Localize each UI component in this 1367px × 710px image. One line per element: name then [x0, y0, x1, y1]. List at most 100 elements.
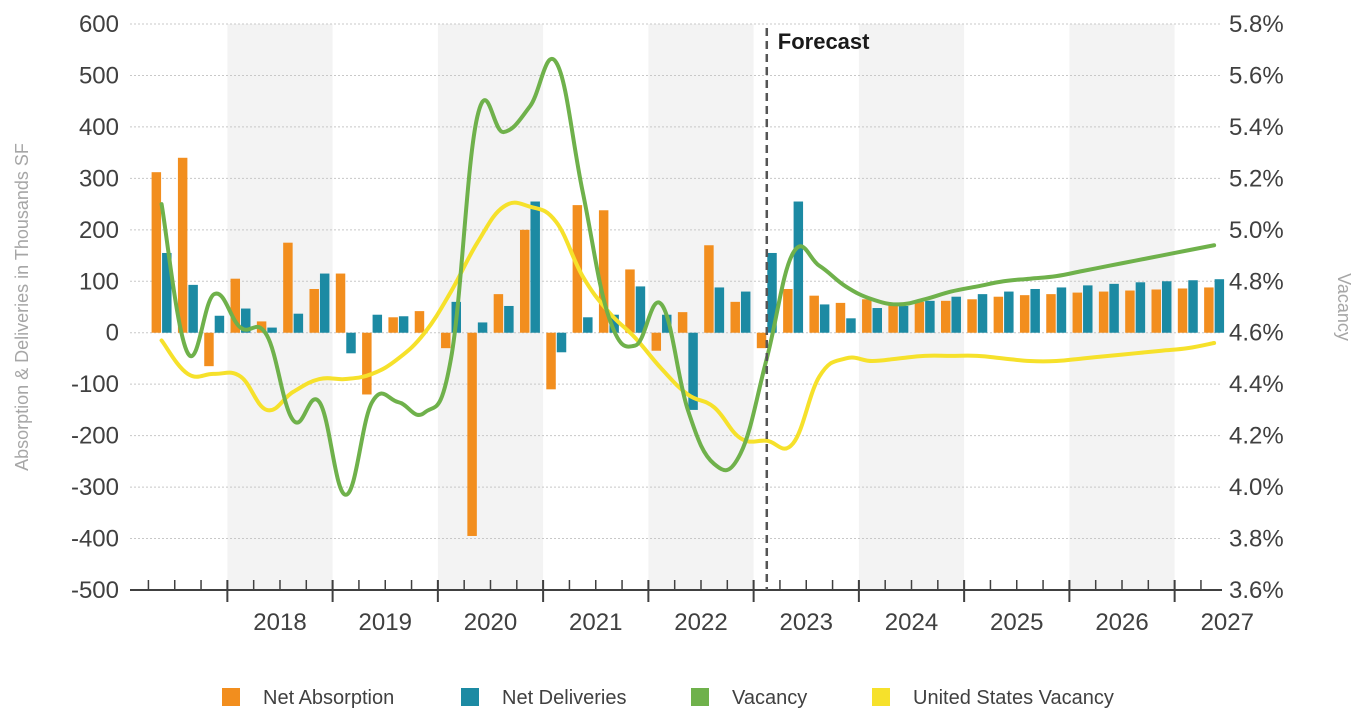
net-deliveries-bar — [846, 318, 856, 333]
net-deliveries-bar — [951, 296, 961, 333]
legend-swatch — [872, 688, 890, 706]
net-deliveries-bar — [162, 252, 172, 333]
net-deliveries-bar — [346, 332, 356, 354]
y2-axis-ticks: 5.8% 5.6% 5.4% 5.2% 5.0% 4.8% 4.6% 4.4% 4.2% 4.0%… — [1229, 11, 1284, 604]
net-absorption-bar — [914, 301, 925, 333]
net-absorption-bar — [1072, 292, 1083, 333]
y-tick-label: -100 — [71, 371, 119, 398]
net-absorption-bar — [1125, 290, 1135, 333]
net-deliveries-bar — [398, 316, 409, 333]
net-deliveries-bar — [372, 314, 383, 333]
y-tick-label: 0 — [106, 320, 119, 347]
legend-item: United States Vacancy — [872, 687, 1114, 709]
net-deliveries-bar — [267, 327, 277, 333]
x-tick-label: 2023 — [780, 609, 833, 636]
vacancy-line — [159, 57, 1217, 497]
net-deliveries-bar — [635, 286, 646, 333]
y2-tick-label: 5.2% — [1229, 165, 1284, 192]
net-absorption-bar — [493, 294, 504, 333]
net-absorption-bar — [835, 302, 846, 333]
net-absorption-bar — [941, 300, 951, 333]
net-absorption-bar — [783, 288, 793, 333]
y-tick-label: -400 — [71, 526, 119, 553]
y2-tick-label: 3.6% — [1229, 577, 1284, 604]
net-absorption-bar — [177, 157, 188, 333]
y2-tick-label: 4.4% — [1229, 371, 1284, 398]
net-absorption-bar — [204, 332, 214, 367]
net-deliveries-bar — [662, 314, 672, 333]
net-absorption-bar — [151, 172, 162, 333]
y-tick-label: -200 — [71, 423, 119, 450]
y-tick-label: 300 — [79, 165, 119, 192]
y2-tick-label: 4.6% — [1229, 320, 1284, 347]
net-absorption-bar — [862, 299, 872, 333]
gridlines — [130, 23, 1222, 540]
net-absorption-bar — [651, 332, 662, 351]
net-absorption-bar — [362, 332, 372, 395]
net-absorption-bar — [546, 332, 556, 390]
net-deliveries-bar — [872, 308, 883, 333]
net-deliveries-bar — [740, 291, 751, 333]
net-deliveries-bar — [319, 273, 330, 333]
x-tick-label: 2027 — [1201, 609, 1254, 636]
net-absorption-bar — [598, 210, 609, 333]
net-deliveries-bar — [767, 252, 777, 333]
y-axis-ticks: 600 500 400 300 200 100 0 -100 -200 -300 -400 -500 — [71, 11, 119, 604]
net-deliveries-bar — [214, 315, 225, 333]
y-tick-label: 600 — [79, 11, 119, 38]
legend: Net Absorption Net Deliveries Vacancy Unite… — [222, 687, 1114, 709]
x-tick-label: 2021 — [569, 609, 622, 636]
net-deliveries-bar — [188, 284, 198, 333]
net-absorption-bar — [388, 317, 398, 333]
net-absorption-bar — [230, 278, 241, 333]
net-deliveries-bar — [241, 308, 251, 333]
legend-label: Net Absorption — [263, 687, 394, 709]
net-absorption-bar — [1177, 288, 1188, 333]
forecast-label: Forecast — [778, 29, 870, 54]
net-deliveries-bar — [819, 304, 830, 333]
y2-axis-label: Vacancy — [1334, 273, 1354, 341]
forecast-marker: Forecast — [765, 28, 870, 590]
net-deliveries-bar — [1083, 285, 1093, 333]
net-absorption-bar — [730, 301, 740, 333]
x-tick-label: 2019 — [359, 609, 412, 636]
legend-swatch — [222, 688, 240, 706]
net-absorption-bar — [1151, 289, 1161, 333]
net-absorption-bar — [1019, 295, 1030, 333]
x-axis-ticks: 2018 2019 2020 2021 2022 2023 2024 2025 2026 2027 — [253, 609, 1254, 636]
net-deliveries-bar — [793, 201, 804, 333]
y-axis-label: Absorption & Deliveries in Thousands SF — [12, 143, 32, 471]
legend-label: Vacancy — [732, 687, 807, 709]
net-absorption-bar — [625, 269, 635, 333]
net-absorption-bar — [809, 295, 819, 333]
net-absorption-bar — [309, 288, 319, 333]
net-deliveries-bar — [583, 317, 593, 333]
net-deliveries-bar — [1004, 291, 1014, 333]
y2-tick-label: 4.0% — [1229, 474, 1284, 501]
x-tick-label: 2024 — [885, 609, 938, 636]
net-deliveries-bar — [898, 305, 909, 333]
x-tick-label: 2025 — [990, 609, 1043, 636]
legend-swatch — [461, 688, 479, 706]
net-absorption-bar — [441, 332, 451, 349]
net-absorption-bar — [993, 296, 1004, 333]
net-absorption-bar — [756, 332, 767, 349]
net-absorption-bar — [1098, 291, 1109, 333]
x-tick-label: 2026 — [1095, 609, 1148, 636]
y2-tick-label: 5.0% — [1229, 217, 1284, 244]
legend-item: Net Deliveries — [461, 687, 626, 709]
net-deliveries-bar — [977, 294, 988, 333]
net-deliveries-bar — [609, 314, 619, 333]
net-absorption-bar — [1046, 294, 1056, 333]
legend-item: Vacancy — [691, 687, 807, 709]
net-absorption-bar — [414, 311, 425, 333]
y2-tick-label: 5.8% — [1229, 11, 1284, 38]
legend-label: United States Vacancy — [913, 687, 1114, 709]
us-vacancy-line — [159, 200, 1217, 451]
y2-tick-label: 3.8% — [1229, 526, 1284, 553]
net-deliveries-bar — [1109, 283, 1119, 333]
net-absorption-bar — [467, 332, 477, 536]
legend-label: Net Deliveries — [502, 687, 626, 709]
y2-tick-label: 5.4% — [1229, 114, 1284, 141]
net-absorption-bar — [704, 245, 714, 333]
